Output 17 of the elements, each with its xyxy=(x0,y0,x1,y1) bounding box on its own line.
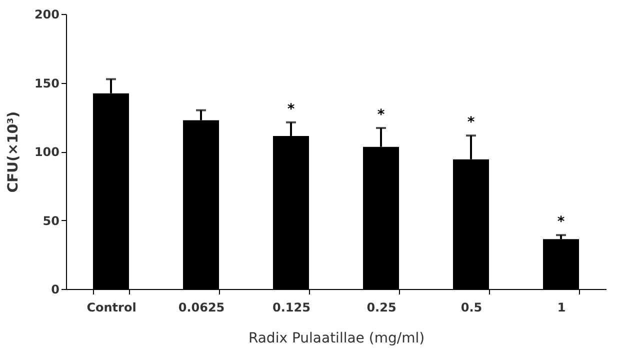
annotation: * xyxy=(377,106,386,123)
y-tick-label: 150 xyxy=(34,76,60,90)
y-axis-title: CFU(×10³) xyxy=(5,111,22,193)
annotation: * xyxy=(467,114,476,131)
x-axis-title: Radix Pulaatillae (mg/ml) xyxy=(248,330,425,346)
x-tick-label: 1 xyxy=(557,300,566,314)
x-tick-label: Control xyxy=(86,300,136,314)
y-tick-label: 0 xyxy=(51,282,60,296)
annotation: * xyxy=(557,214,566,230)
x-tick-label: 0.0625 xyxy=(178,300,225,314)
x-tick-label: 0.5 xyxy=(460,300,482,314)
x-tick-label: 0.125 xyxy=(272,300,310,314)
y-tick-label: 50 xyxy=(42,214,60,228)
y-tick-label: 200 xyxy=(34,8,60,22)
y-tick-label: 100 xyxy=(34,145,60,159)
x-tick-label: 0.25 xyxy=(366,300,396,314)
annotation: * xyxy=(287,101,296,118)
